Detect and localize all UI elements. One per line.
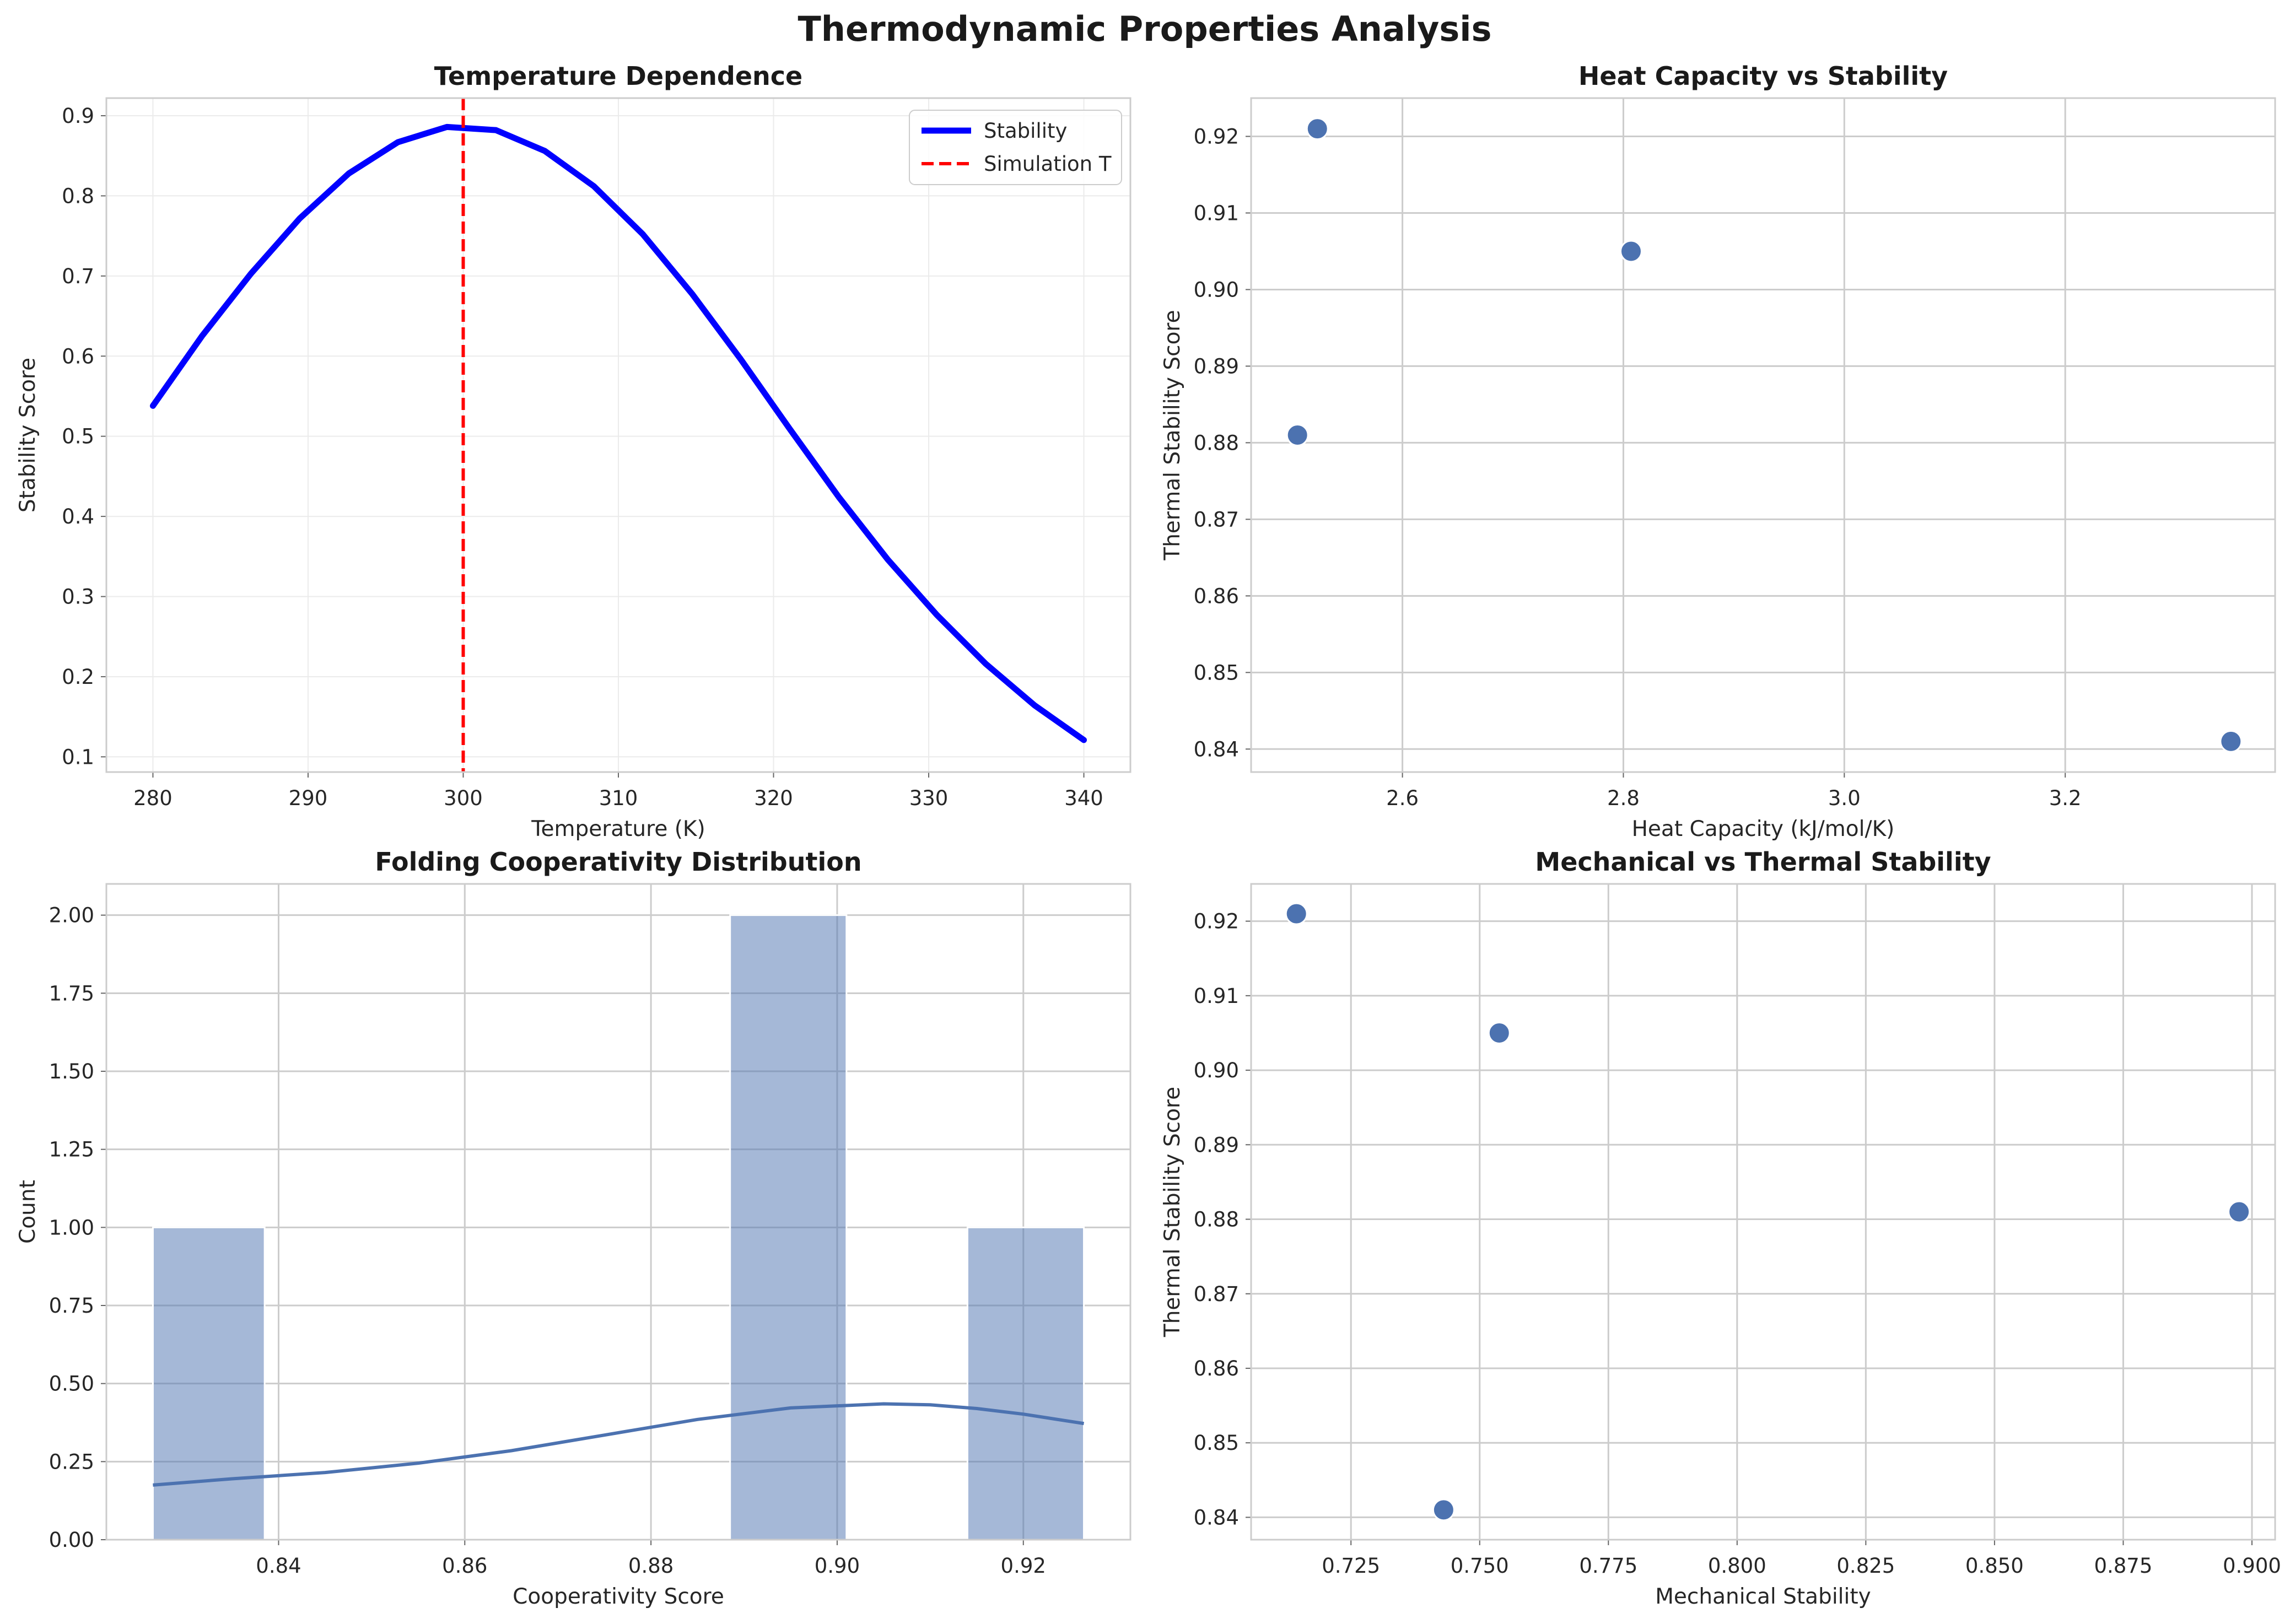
- legend-stability-label: Stability: [984, 119, 1067, 143]
- y-tick-label: 1.00: [49, 1216, 94, 1239]
- axes-frame: [1250, 97, 2276, 773]
- y-axis-label: Thermal Stability Score: [1160, 310, 1185, 560]
- x-axis-label: Cooperativity Score: [513, 1584, 724, 1609]
- x-tick-label: 0.84: [256, 1554, 301, 1578]
- y-tick-label: 0.89: [1194, 354, 1239, 378]
- scatter-point: [1285, 902, 1308, 925]
- y-tick-label: 0.2: [62, 665, 94, 689]
- y-tick-label: 0.91: [1194, 201, 1239, 225]
- scatter-point: [1286, 424, 1309, 446]
- x-axis-label: Temperature (K): [531, 817, 705, 841]
- histogram-bar: [966, 1226, 1085, 1541]
- y-tick-label: 0.88: [1194, 431, 1239, 455]
- scatter-point: [2219, 730, 2243, 753]
- x-tick-label: 0.750: [1451, 1554, 1509, 1578]
- y-tick-label: 0.90: [1194, 278, 1239, 301]
- x-axis-label: Mechanical Stability: [1655, 1584, 1871, 1609]
- histogram-bar: [152, 1226, 266, 1541]
- x-tick-label: 0.86: [442, 1554, 487, 1578]
- x-tick-label: 0.800: [1708, 1554, 1766, 1578]
- scatter-point: [1306, 117, 1329, 141]
- x-tick-label: 0.875: [2094, 1554, 2152, 1578]
- axes-frame: [1250, 883, 2276, 1541]
- x-tick-label: 340: [1064, 786, 1103, 810]
- chart-title: Folding Cooperativity Distribution: [375, 847, 861, 877]
- x-tick-label: 0.88: [628, 1554, 673, 1578]
- y-tick-label: 1.50: [49, 1060, 94, 1083]
- x-tick-label: 330: [909, 786, 949, 810]
- y-axis-label: Count: [15, 1180, 40, 1244]
- y-tick-label: 0.9: [62, 104, 94, 128]
- x-tick-label: 2.8: [1607, 786, 1640, 810]
- y-tick-label: 0.89: [1194, 1133, 1239, 1157]
- x-tick-label: 280: [133, 786, 173, 810]
- scatter-point: [1488, 1021, 1511, 1044]
- x-tick-label: 320: [754, 786, 793, 810]
- x-tick-label: 0.775: [1579, 1554, 1637, 1578]
- axes-frame: [105, 883, 1131, 1541]
- chart-title: Temperature Dependence: [434, 61, 802, 91]
- y-tick-label: 0.92: [1194, 125, 1239, 148]
- scatter-point: [2228, 1200, 2251, 1223]
- x-tick-label: 0.90: [815, 1554, 860, 1578]
- scatter-point: [1432, 1498, 1455, 1522]
- y-axis-label: Stability Score: [15, 358, 40, 512]
- y-tick-label: 0.92: [1194, 910, 1239, 934]
- x-axis-label: Heat Capacity (kJ/mol/K): [1632, 817, 1895, 841]
- x-tick-label: 0.825: [1836, 1554, 1895, 1578]
- y-tick-label: 1.25: [49, 1138, 94, 1162]
- y-tick-label: 0.4: [62, 505, 94, 528]
- x-tick-label: 0.850: [1965, 1554, 2024, 1578]
- y-tick-label: 0.87: [1194, 508, 1239, 531]
- y-tick-label: 0.00: [49, 1528, 94, 1552]
- x-tick-label: 3.0: [1828, 786, 1861, 810]
- chart-title: Mechanical vs Thermal Stability: [1535, 847, 1991, 877]
- y-tick-label: 0.6: [62, 344, 94, 368]
- y-tick-label: 0.86: [1194, 1357, 1239, 1380]
- cooperativity-chart: 0.84 0.86 0.88 0.90 0.92 0.00 0.25 0.50 0.75 1.00…: [15, 847, 1131, 1609]
- y-tick-label: 0.84: [1194, 1506, 1239, 1529]
- scatter-point: [1619, 240, 1642, 263]
- x-tick-label: 3.2: [2049, 786, 2082, 810]
- x-tick-label: 0.900: [2223, 1554, 2281, 1578]
- y-tick-label: 0.91: [1194, 984, 1239, 1008]
- y-tick-label: 0.7: [62, 265, 94, 288]
- y-tick-label: 0.75: [49, 1294, 94, 1318]
- chart-title: Heat Capacity vs Stability: [1578, 61, 1948, 91]
- stability-line: [149, 123, 1087, 743]
- y-tick-label: 0.3: [62, 585, 94, 609]
- y-tick-label: 0.84: [1194, 737, 1239, 761]
- y-tick-label: 0.85: [1194, 1431, 1239, 1455]
- mechanical-stability-chart: 0.725 0.750 0.775 0.800 0.825 0.850 0.875 0.900…: [1160, 847, 2281, 1609]
- x-tick-label: 290: [289, 786, 328, 810]
- y-axis-label: Thermal Stability Score: [1160, 1087, 1185, 1337]
- y-tick-label: 0.5: [62, 425, 94, 449]
- temperature-dependence-chart: 280 290 300 310 320 330 340 0.1 0.2 0.3 0.4 0.5 0.6 0…: [15, 61, 1131, 841]
- y-tick-label: 0.25: [49, 1450, 94, 1474]
- x-tick-label: 0.92: [1001, 1554, 1046, 1578]
- x-tick-label: 310: [599, 786, 638, 810]
- x-tick-label: 300: [444, 786, 483, 810]
- y-tick-label: 2.00: [49, 904, 94, 927]
- heat-capacity-chart: 2.6 2.8 3.0 3.2 0.84 0.85 0.86 0.87 0.88 0.89 0.90…: [1160, 61, 2276, 841]
- kde-curve: [153, 1402, 1085, 1487]
- figure-title: Thermodynamic Properties Analysis: [798, 9, 1492, 49]
- legend-simulation-label: Simulation T: [984, 152, 1112, 176]
- axes-frame: [105, 97, 1131, 773]
- y-tick-label: 1.75: [49, 981, 94, 1005]
- x-tick-label: 2.6: [1386, 786, 1419, 810]
- x-tick-label: 0.725: [1322, 1554, 1380, 1578]
- y-tick-label: 0.1: [62, 745, 94, 769]
- y-tick-label: 0.8: [62, 184, 94, 208]
- y-tick-label: 0.86: [1194, 584, 1239, 608]
- y-tick-label: 0.50: [49, 1372, 94, 1396]
- histogram-bar: [729, 914, 848, 1541]
- y-tick-label: 0.85: [1194, 661, 1239, 684]
- y-tick-label: 0.88: [1194, 1208, 1239, 1232]
- y-tick-label: 0.87: [1194, 1282, 1239, 1306]
- y-tick-label: 0.90: [1194, 1059, 1239, 1082]
